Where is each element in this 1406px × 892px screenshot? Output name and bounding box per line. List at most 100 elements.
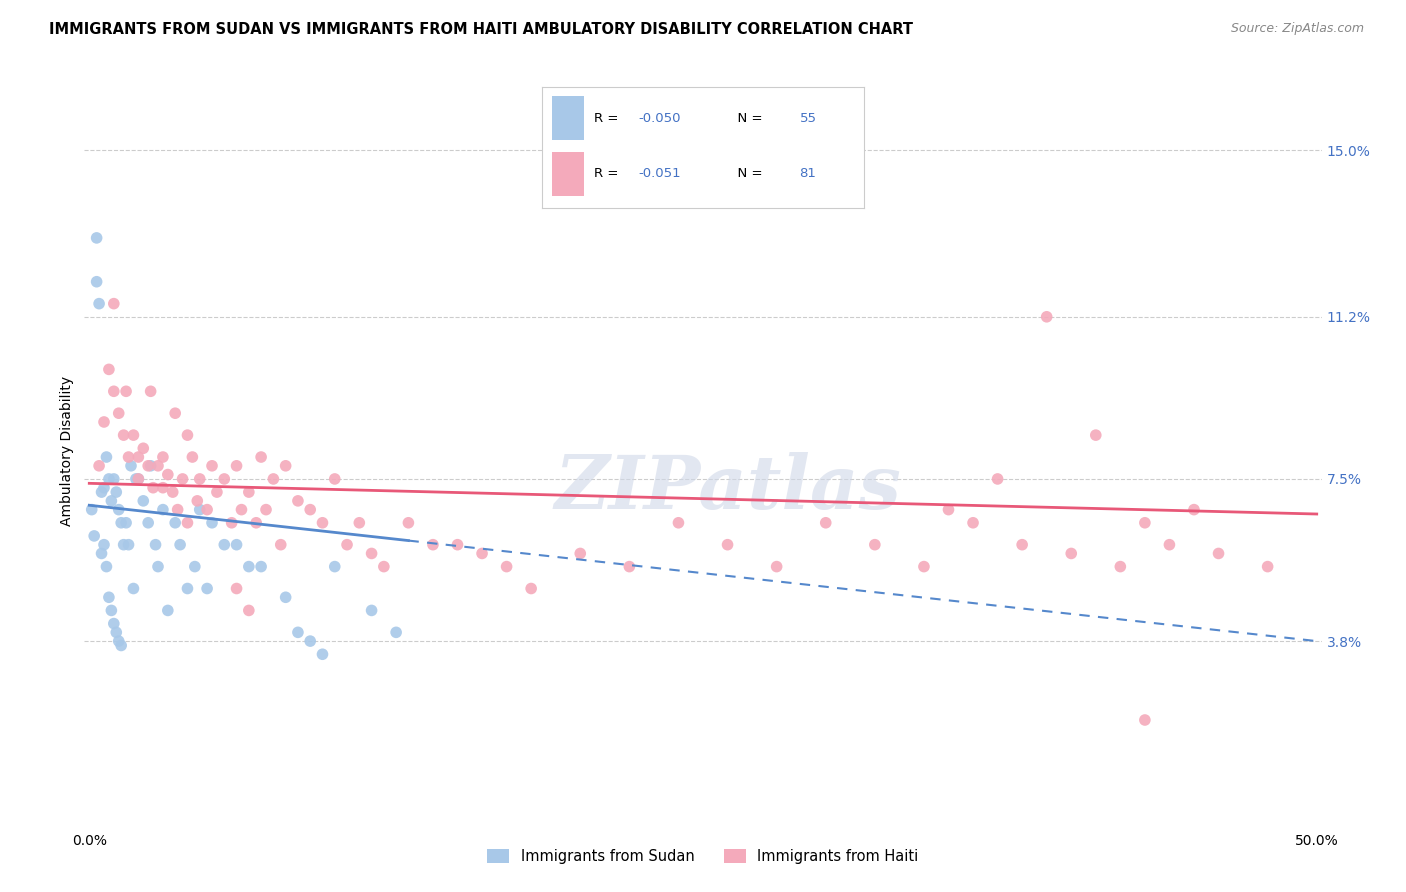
Point bbox=[125, 472, 148, 486]
Point bbox=[86, 275, 108, 289]
Point bbox=[103, 384, 125, 399]
Point bbox=[396, 516, 419, 530]
Point bbox=[100, 603, 122, 617]
Point bbox=[103, 296, 125, 310]
Point bbox=[176, 582, 198, 596]
Point bbox=[349, 516, 371, 530]
Point bbox=[186, 494, 208, 508]
Point bbox=[117, 450, 139, 464]
Point bbox=[136, 516, 159, 530]
Point bbox=[132, 494, 155, 508]
Point bbox=[162, 485, 184, 500]
Point bbox=[668, 516, 690, 530]
Point bbox=[987, 472, 1010, 486]
Point bbox=[110, 639, 132, 653]
Point bbox=[225, 458, 247, 473]
Point bbox=[373, 559, 395, 574]
Text: IMMIGRANTS FROM SUDAN VS IMMIGRANTS FROM HAITI AMBULATORY DISABILITY CORRELATION: IMMIGRANTS FROM SUDAN VS IMMIGRANTS FROM… bbox=[49, 22, 914, 37]
Point bbox=[1133, 516, 1156, 530]
Point bbox=[166, 502, 188, 516]
Point bbox=[184, 559, 207, 574]
Point bbox=[152, 481, 174, 495]
Point bbox=[97, 591, 120, 605]
Point bbox=[90, 485, 112, 500]
Point bbox=[360, 603, 382, 617]
Point bbox=[127, 450, 149, 464]
Point bbox=[250, 450, 273, 464]
Point bbox=[169, 538, 191, 552]
Point bbox=[152, 502, 174, 516]
Point bbox=[107, 502, 129, 516]
Point bbox=[323, 472, 346, 486]
Point bbox=[188, 502, 211, 516]
Point bbox=[262, 472, 284, 486]
Point bbox=[1208, 546, 1230, 560]
Point bbox=[115, 516, 138, 530]
Point bbox=[80, 502, 103, 516]
Point bbox=[270, 538, 292, 552]
Point bbox=[311, 516, 333, 530]
Point bbox=[100, 494, 122, 508]
Point bbox=[299, 634, 322, 648]
Point bbox=[139, 384, 162, 399]
Point bbox=[188, 472, 211, 486]
Point bbox=[122, 582, 145, 596]
Point bbox=[323, 559, 346, 574]
Point bbox=[287, 625, 309, 640]
Point bbox=[1084, 428, 1107, 442]
Point bbox=[105, 625, 128, 640]
Point bbox=[1159, 538, 1181, 552]
Point bbox=[176, 428, 198, 442]
Point bbox=[250, 559, 273, 574]
Point bbox=[195, 502, 218, 516]
Point bbox=[254, 502, 277, 516]
Point bbox=[93, 481, 115, 495]
Point bbox=[287, 494, 309, 508]
Point bbox=[93, 415, 115, 429]
Point bbox=[225, 538, 247, 552]
Point bbox=[299, 502, 322, 516]
Point bbox=[863, 538, 886, 552]
Point bbox=[205, 485, 228, 500]
Point bbox=[112, 538, 135, 552]
Point bbox=[146, 559, 169, 574]
Point bbox=[103, 472, 125, 486]
Point bbox=[336, 538, 359, 552]
Point bbox=[112, 428, 135, 442]
Point bbox=[181, 450, 204, 464]
Point bbox=[238, 485, 260, 500]
Point bbox=[145, 538, 167, 552]
Point bbox=[1257, 559, 1279, 574]
Point bbox=[97, 472, 120, 486]
Point bbox=[716, 538, 738, 552]
Point bbox=[96, 450, 118, 464]
Point bbox=[110, 516, 132, 530]
Point bbox=[105, 485, 128, 500]
Point bbox=[225, 582, 247, 596]
Point bbox=[311, 647, 333, 661]
Point bbox=[96, 559, 118, 574]
Point bbox=[176, 516, 198, 530]
Point bbox=[117, 538, 139, 552]
Point bbox=[165, 406, 187, 420]
Point bbox=[87, 458, 110, 473]
Point bbox=[107, 406, 129, 420]
Point bbox=[231, 502, 253, 516]
Point bbox=[1182, 502, 1205, 516]
Point bbox=[221, 516, 243, 530]
Point bbox=[274, 458, 297, 473]
Point bbox=[139, 458, 162, 473]
Point bbox=[1060, 546, 1083, 560]
Point bbox=[127, 472, 149, 486]
Point bbox=[87, 296, 110, 310]
Point bbox=[1011, 538, 1033, 552]
Point bbox=[115, 384, 138, 399]
Point bbox=[120, 458, 142, 473]
Point bbox=[127, 472, 149, 486]
Point bbox=[446, 538, 468, 552]
Point bbox=[422, 538, 444, 552]
Point bbox=[619, 559, 641, 574]
Point bbox=[156, 603, 179, 617]
Point bbox=[86, 231, 108, 245]
Point bbox=[201, 458, 224, 473]
